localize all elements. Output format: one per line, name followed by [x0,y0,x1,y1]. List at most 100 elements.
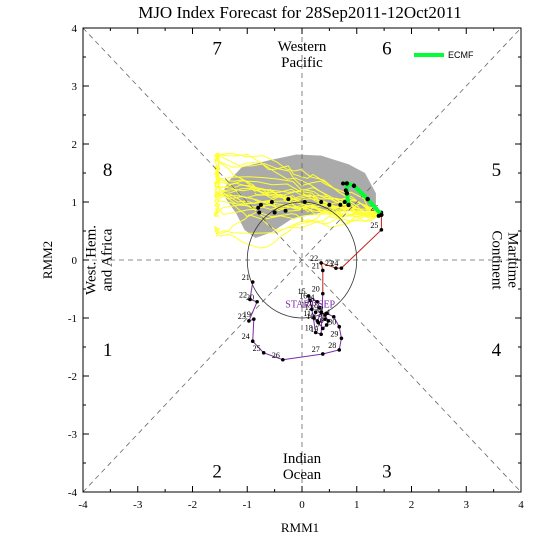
observed-point [321,291,325,296]
region-label-line: Indian [283,451,322,467]
x-tick-label: 1 [354,499,360,511]
observed-day-label: 22 [239,290,247,299]
observed-day-label: 19 [243,310,251,319]
guide-lines [82,27,522,493]
observed-day-label: 9 [314,303,318,312]
observed-point [319,310,323,315]
observed-point [317,305,322,310]
observed-day-label: 21 [242,273,250,282]
x-tick-label: -4 [78,499,88,511]
phase-number: 3 [382,462,392,483]
ensemble-dot [258,202,263,207]
y-tick-label: -2 [68,371,77,383]
observed-point [331,315,336,319]
observed-day-label: 24 [242,332,250,341]
observed-point [339,336,344,341]
x-tick-label: 4 [518,499,524,511]
y-tick-label: 3 [72,81,78,93]
region-label: West. Hem. and Africa [83,225,115,295]
observed-day-label: 23 [325,259,333,268]
phase-number: 6 [382,38,392,59]
ecmf-mean-point [351,183,357,188]
observed-day-label: 17 [301,300,309,309]
observed-point [248,297,252,302]
observed-day-label: 29 [330,329,338,338]
ensemble-dot [338,202,343,207]
ensemble-member-line [213,214,380,237]
chart-title: MJO Index Forecast for 28Sep2011-12Oct20… [138,3,462,22]
observed-point [308,298,313,303]
ensemble-members-layer [213,152,381,249]
observed-point [337,348,342,352]
observed-day-label: 6 [320,316,324,325]
observed-point [337,324,342,329]
observed-day-label: 2 [320,304,324,313]
observed-day-label: 15 [298,287,306,296]
ensemble-dot [319,200,324,204]
phase-number: 1 [103,340,113,361]
observed-point [312,316,316,320]
y-tick-label: -4 [68,487,78,499]
observed-day-label: 7 [321,312,325,321]
observed-day-label: 27 [312,345,320,354]
ensemble-dot [272,210,277,215]
observed-day-label: 3 [318,310,322,319]
phase-number: 5 [492,160,502,181]
observed-point [319,261,323,265]
observed-day-label: 23 [238,312,246,321]
observed-day-label: 16 [299,292,307,301]
unit-circle [246,201,358,319]
observed-point [250,339,255,344]
ensemble-dot [256,205,261,210]
x-tick-label: -3 [133,499,143,511]
observed-day-label: 11 [303,309,311,318]
observed-day-label: 10 [306,312,314,321]
x-tick-label: 3 [464,499,470,511]
observed-point [321,352,325,356]
ensemble-dot [342,200,347,204]
region-label-line: Western [278,39,327,55]
observed-point [321,326,325,331]
ensemble-member-line [214,152,380,216]
phase-number: 8 [103,160,113,181]
ensemble-dot [257,210,262,215]
observed-point [252,317,256,321]
observed-point [313,330,318,335]
observed-point [261,351,266,355]
ensemble-dot [376,213,381,218]
observed-day-label: 24 [330,259,338,268]
observed-day-label: 1 [327,308,331,317]
observed-point [315,299,320,304]
legend: ECMF [414,50,474,60]
observed-day-label: 18 [305,324,313,333]
observed-point [250,280,255,284]
ensemble-mean-track [256,180,384,218]
unit-circle-layer [246,201,358,319]
phase-number: 2 [212,462,222,483]
x-tick-label: 2 [409,499,415,511]
ensemble-member-line [214,191,380,217]
x-tick-label: -1 [243,499,252,511]
observed-point [247,319,251,323]
region-label-line: West. Hem. [83,225,99,295]
ecmf-mean-point [344,181,350,186]
observed-point [379,228,384,232]
x-tick-label: 0 [299,499,305,511]
ensemble-dot [343,188,348,193]
ensemble-dot [302,200,307,204]
ecmf-mean-point [346,202,351,208]
ecmf-mean-point [365,196,370,202]
region-label-line: Continent [489,230,505,290]
ensemble-member-line [229,201,381,223]
observed-point [321,268,325,273]
observed-day-label: 20 [312,285,320,294]
observed-day-label: 20 [246,293,254,302]
observed-day-label: 30 [328,318,336,327]
observed-point [281,357,285,362]
y-axis-label: RMM2 [40,241,55,279]
